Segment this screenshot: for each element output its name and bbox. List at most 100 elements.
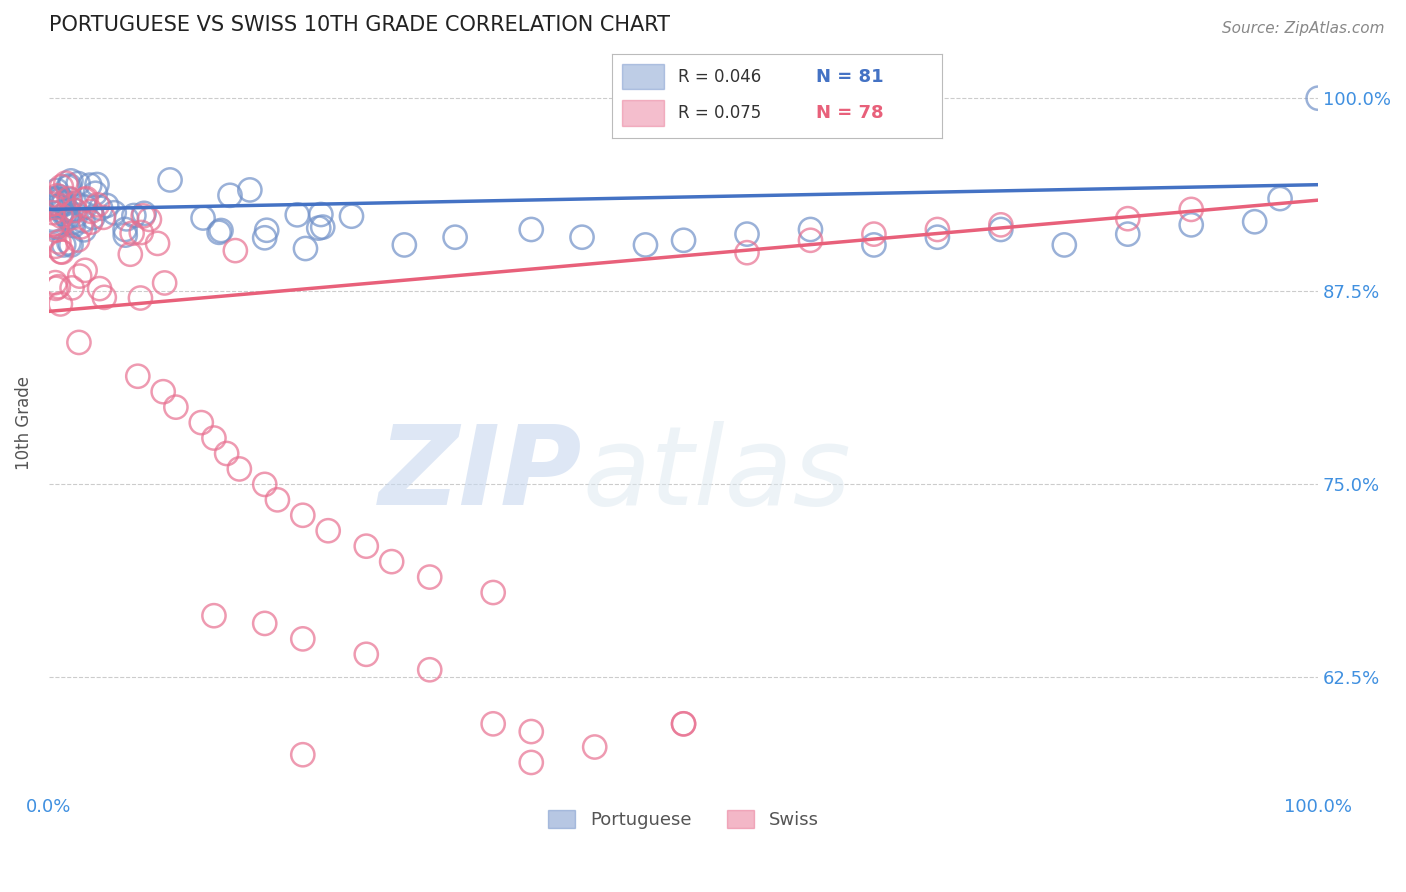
Point	[58, 235, 80, 250]
Point	[42, 214, 65, 228]
Point	[93, 290, 115, 304]
Point	[294, 242, 316, 256]
Point	[115, 211, 138, 226]
Point	[90, 202, 112, 216]
Point	[42, 200, 65, 214]
Point	[208, 225, 231, 239]
Point	[291, 632, 314, 646]
Point	[1116, 211, 1139, 226]
Point	[48, 193, 70, 207]
Point	[291, 747, 314, 762]
Point	[202, 431, 225, 445]
Point	[121, 227, 143, 241]
Point	[1243, 215, 1265, 229]
Point	[224, 244, 246, 258]
Point	[190, 416, 212, 430]
Point	[48, 199, 70, 213]
Point	[146, 236, 169, 251]
Bar	[621, 100, 665, 126]
Point	[482, 716, 505, 731]
Point	[42, 205, 65, 219]
Point	[863, 238, 886, 252]
Point	[45, 223, 67, 237]
Point	[49, 190, 72, 204]
Point	[62, 216, 84, 230]
Point	[49, 244, 72, 259]
Point	[52, 195, 75, 210]
Point	[356, 539, 378, 553]
Point	[571, 230, 593, 244]
Point	[46, 189, 69, 203]
Point	[56, 180, 79, 194]
Point	[356, 648, 378, 662]
Point	[44, 239, 66, 253]
Point	[114, 222, 136, 236]
Point	[256, 223, 278, 237]
Point	[165, 400, 187, 414]
Point	[56, 211, 79, 225]
Point	[1308, 91, 1330, 105]
Point	[42, 218, 65, 232]
Point	[132, 209, 155, 223]
Point	[253, 616, 276, 631]
Point	[58, 192, 80, 206]
Point	[799, 233, 821, 247]
Point	[42, 220, 65, 235]
Point	[634, 238, 657, 252]
Point	[80, 215, 103, 229]
Point	[52, 238, 75, 252]
Point	[316, 524, 339, 538]
Point	[91, 211, 114, 225]
Point	[114, 228, 136, 243]
Point	[75, 192, 97, 206]
Point	[583, 739, 606, 754]
Point	[159, 173, 181, 187]
Point	[86, 178, 108, 192]
Point	[51, 245, 73, 260]
Point	[63, 203, 86, 218]
Point	[60, 238, 83, 252]
Point	[927, 222, 949, 236]
Point	[312, 220, 335, 235]
Point	[42, 192, 65, 206]
Point	[394, 238, 416, 252]
Bar	[621, 63, 665, 89]
Point	[60, 281, 83, 295]
Point	[67, 335, 90, 350]
Point	[381, 555, 404, 569]
Point	[58, 178, 80, 193]
Point	[73, 193, 96, 207]
Point	[49, 209, 72, 223]
Point	[285, 208, 308, 222]
Point	[1116, 227, 1139, 241]
Point	[49, 297, 72, 311]
Point	[153, 276, 176, 290]
Point	[69, 219, 91, 234]
Point	[52, 204, 75, 219]
Point	[340, 209, 363, 223]
Point	[1180, 202, 1202, 217]
Point	[42, 212, 65, 227]
Point	[80, 204, 103, 219]
Point	[103, 206, 125, 220]
Point	[59, 174, 82, 188]
Point	[291, 508, 314, 523]
Point	[45, 281, 67, 295]
Point	[89, 282, 111, 296]
Point	[75, 263, 97, 277]
Text: R = 0.075: R = 0.075	[678, 103, 761, 122]
Legend: Portuguese, Swiss: Portuguese, Swiss	[541, 803, 827, 836]
Point	[863, 227, 886, 241]
Point	[309, 207, 332, 221]
Point	[799, 222, 821, 236]
Point	[191, 211, 214, 225]
Point	[127, 369, 149, 384]
Point	[66, 233, 89, 247]
Point	[96, 198, 118, 212]
Point	[129, 226, 152, 240]
Point	[84, 186, 107, 201]
Point	[266, 492, 288, 507]
Point	[209, 223, 232, 237]
Point	[520, 222, 543, 236]
Point	[45, 184, 67, 198]
